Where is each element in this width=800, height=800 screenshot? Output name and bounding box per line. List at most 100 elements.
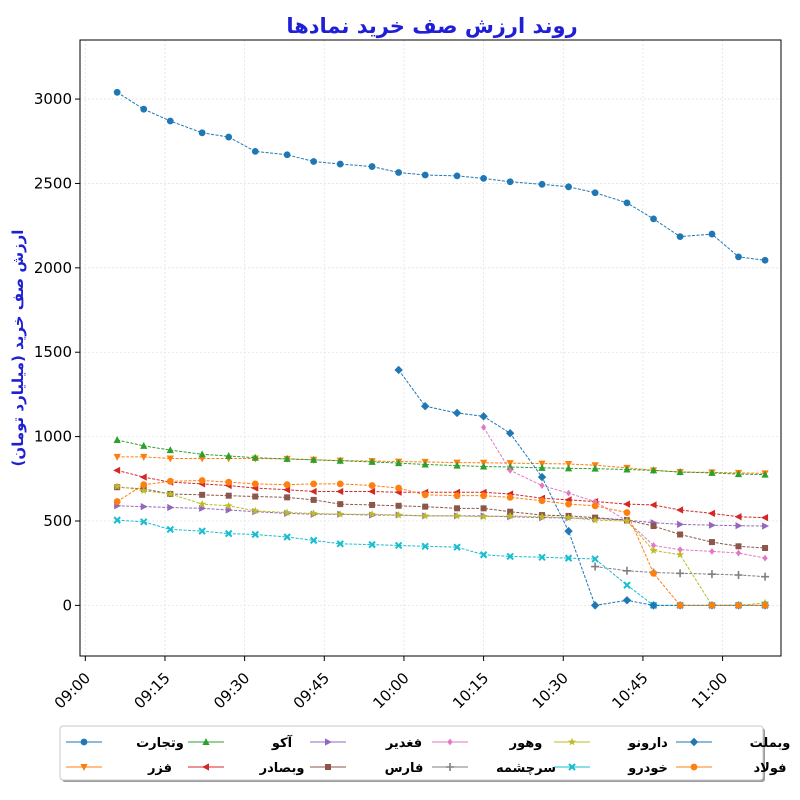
data-point <box>394 365 403 375</box>
data-point <box>310 455 318 463</box>
chart-title: روند ارزش صف خرید نمادها <box>286 14 577 38</box>
data-point <box>480 462 488 470</box>
data-point <box>368 487 376 496</box>
y-tick-label: 3000 <box>34 90 72 108</box>
legend-entry: وتجارت <box>66 736 184 751</box>
y-tick-label: 500 <box>43 512 72 530</box>
data-point <box>761 514 769 522</box>
data-point <box>394 510 403 519</box>
series-line <box>117 519 766 606</box>
data-point <box>284 494 291 501</box>
data-point <box>676 550 685 559</box>
data-point <box>452 408 462 418</box>
series-8 <box>113 482 770 609</box>
data-point <box>538 180 546 188</box>
data-point <box>734 570 743 579</box>
series-4 <box>114 502 770 530</box>
data-point <box>198 477 206 484</box>
data-point <box>564 513 573 522</box>
data-point <box>310 480 318 488</box>
data-point <box>336 456 344 464</box>
data-point <box>337 501 344 508</box>
data-point <box>677 520 685 528</box>
data-point <box>507 508 514 515</box>
data-point <box>622 566 631 575</box>
data-point <box>623 509 631 516</box>
legend-marker <box>446 763 454 771</box>
data-point <box>421 460 429 468</box>
data-point <box>140 481 148 489</box>
data-point <box>198 450 206 458</box>
legend-marker <box>80 738 88 746</box>
data-point <box>591 189 599 197</box>
legend-entry: دارونو <box>554 736 668 751</box>
data-point <box>649 546 658 554</box>
legend-label: فارس <box>385 761 424 776</box>
legend-entry: فولاد <box>676 761 787 776</box>
data-point <box>368 540 376 549</box>
data-point <box>564 526 573 536</box>
data-point <box>225 492 232 499</box>
y-tick-label: 1500 <box>34 343 72 361</box>
data-point <box>251 530 259 539</box>
data-point <box>395 169 403 176</box>
grid-lines <box>80 40 781 656</box>
data-point <box>166 455 174 463</box>
data-point <box>336 540 344 548</box>
data-point <box>707 509 715 517</box>
data-point <box>139 473 147 481</box>
data-point <box>591 562 600 571</box>
data-point <box>537 472 547 482</box>
legend-label: فغدیر <box>385 736 422 751</box>
data-point <box>708 468 716 476</box>
series-0 <box>113 88 769 264</box>
data-point <box>623 199 631 207</box>
legend-entry: خودرو <box>554 761 668 776</box>
data-point <box>395 459 403 467</box>
legend-entry: سرچشمه <box>432 761 556 776</box>
data-point <box>480 505 487 512</box>
series-6 <box>481 423 768 562</box>
data-point <box>481 423 487 431</box>
data-point <box>538 512 547 521</box>
data-point <box>225 478 233 486</box>
data-point <box>735 543 742 550</box>
data-point <box>538 497 546 505</box>
data-point <box>251 453 259 461</box>
data-point <box>140 518 148 526</box>
data-point <box>166 489 175 498</box>
legend-marker <box>202 738 210 745</box>
data-point <box>676 506 684 514</box>
y-tick-label: 2000 <box>34 259 72 277</box>
legend-entry: وبصادر <box>188 761 304 776</box>
data-point <box>590 601 600 610</box>
data-point <box>225 133 233 141</box>
data-point <box>539 482 545 489</box>
legend-marker <box>447 738 453 746</box>
data-point <box>761 572 770 581</box>
data-point <box>649 601 658 610</box>
y-tick-label: 2500 <box>34 174 72 192</box>
y-axis-label: ارزش صف خرید (میلیارد تومان) <box>9 230 27 467</box>
data-point <box>622 500 630 508</box>
data-point <box>140 441 148 449</box>
data-point <box>479 412 488 421</box>
x-tick-label: 10:00 <box>369 669 412 712</box>
data-point <box>676 233 684 241</box>
legend-entry: فغدیر <box>310 736 422 751</box>
data-point <box>565 183 572 191</box>
data-point <box>591 464 599 472</box>
data-point <box>735 549 742 557</box>
data-point <box>650 569 657 577</box>
data-point <box>506 178 514 186</box>
data-point <box>113 482 122 490</box>
legend-marker <box>202 763 209 771</box>
legend-entry: فارس <box>310 761 423 776</box>
data-point <box>224 501 233 510</box>
data-point <box>421 171 429 179</box>
x-tick-label: 09:45 <box>290 669 333 712</box>
data-point <box>309 509 318 517</box>
data-point <box>506 552 514 561</box>
x-tick-label: 09:15 <box>130 669 173 712</box>
data-point <box>565 500 572 508</box>
